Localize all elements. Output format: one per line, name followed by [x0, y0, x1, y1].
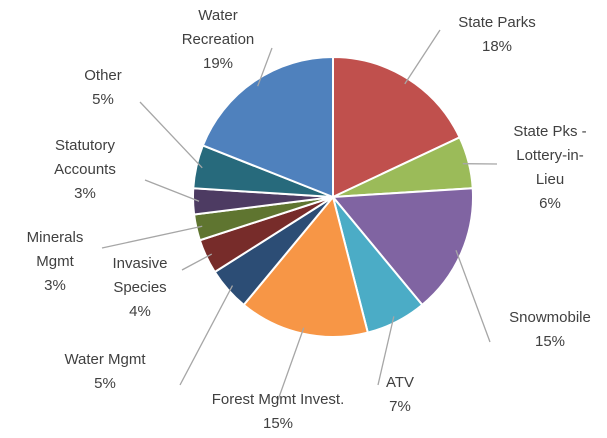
- category-label: Water Recreation: [181, 7, 255, 48]
- category-label: Forest Mgmt Invest.: [211, 391, 345, 408]
- slice-label: Statutory Accounts 3%: [35, 134, 135, 206]
- pie-slice: [201, 55, 334, 199]
- value-label: 7%: [389, 398, 411, 415]
- value-label: 6%: [539, 195, 561, 212]
- category-label: Snowmobile: [509, 309, 591, 326]
- value-label: 4%: [129, 303, 151, 320]
- value-label: 15%: [534, 333, 566, 350]
- category-label: Statutory Accounts: [54, 137, 116, 178]
- category-label: State Parks: [458, 14, 536, 31]
- leader-line: [277, 327, 305, 401]
- value-label: 15%: [262, 415, 294, 432]
- leader-line: [181, 253, 213, 271]
- value-label: 5%: [92, 91, 114, 108]
- slice-label: Other 5%: [73, 64, 133, 112]
- leader-line: [144, 179, 200, 202]
- category-label: Invasive Species: [112, 255, 168, 296]
- pie-slice: [330, 187, 474, 307]
- category-label: Water Mgmt: [64, 351, 146, 368]
- category-label: Minerals Mgmt: [26, 229, 84, 270]
- leader-line: [455, 249, 491, 343]
- slice-label: ATV 7%: [370, 371, 430, 419]
- value-label: 19%: [202, 55, 234, 72]
- category-label: ATV: [385, 374, 415, 391]
- category-label: Other: [84, 67, 122, 84]
- value-label: 3%: [44, 277, 66, 294]
- slice-label: Water Recreation 19%: [168, 4, 268, 76]
- leader-line: [377, 316, 395, 386]
- slice-label: Invasive Species 4%: [105, 252, 175, 324]
- slice-label: Snowmobile 15%: [490, 306, 607, 354]
- slice-label: Minerals Mgmt 3%: [20, 226, 90, 298]
- value-label: 5%: [94, 375, 116, 392]
- slice-label: Forest Mgmt Invest. 15%: [193, 388, 363, 436]
- pie-slice: [242, 194, 370, 338]
- value-label: 18%: [481, 38, 513, 55]
- slice-label: State Parks 18%: [442, 11, 552, 59]
- leader-line: [404, 29, 441, 85]
- leader-line: [179, 285, 234, 386]
- leader-line: [101, 225, 203, 249]
- slice-label: State Pks - Lottery-in-Lieu 6%: [505, 120, 595, 216]
- value-label: 3%: [74, 185, 96, 202]
- leader-line: [139, 101, 203, 169]
- category-label: State Pks - Lottery-in-Lieu: [513, 123, 587, 188]
- slice-label: Water Mgmt 5%: [50, 348, 160, 396]
- leader-line: [257, 47, 273, 87]
